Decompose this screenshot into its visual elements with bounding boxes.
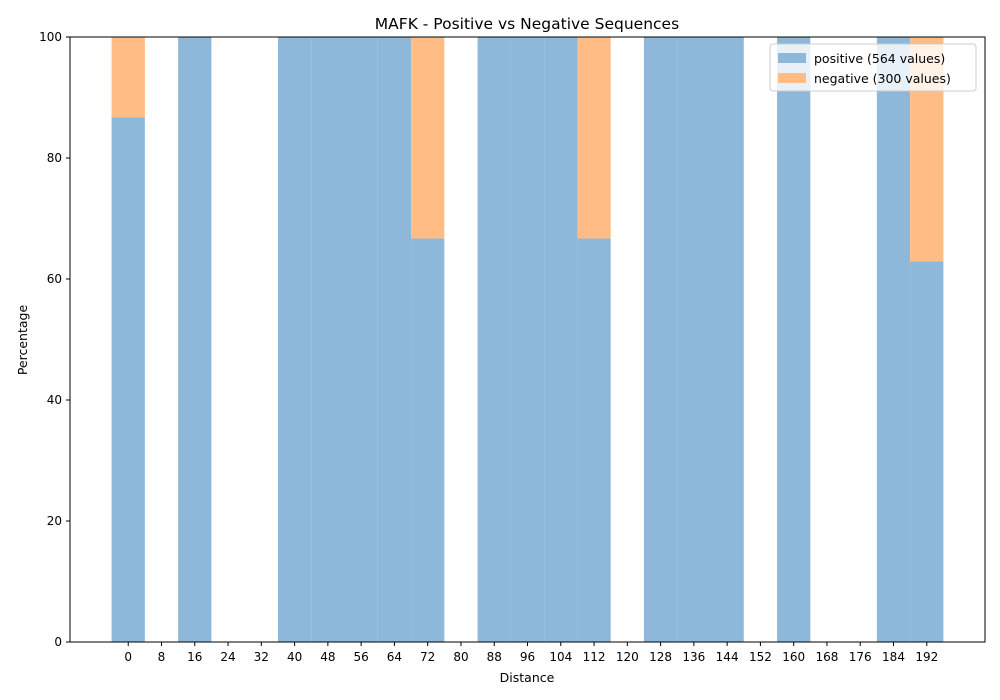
bar-positive-112 (577, 238, 611, 642)
x-tick-label: 128 (649, 650, 672, 664)
x-tick-label: 32 (254, 650, 269, 664)
bar-positive-136 (677, 37, 711, 642)
x-tick-label: 152 (749, 650, 772, 664)
legend-swatch (778, 73, 806, 83)
bar-negative-0 (111, 37, 145, 118)
bars-layer (111, 37, 944, 643)
x-tick-label: 192 (915, 650, 938, 664)
x-tick-label: 104 (549, 650, 572, 664)
y-tick-label: 40 (47, 393, 62, 407)
x-tick-label: 168 (816, 650, 839, 664)
x-tick-label: 8 (158, 650, 166, 664)
x-tick-label: 88 (487, 650, 502, 664)
x-tick-label: 184 (882, 650, 905, 664)
x-axis-label: Distance (500, 670, 555, 685)
bar-positive-128 (643, 37, 678, 642)
bar-positive-96 (510, 37, 545, 642)
bar-negative-72 (411, 37, 445, 239)
chart-title: MAFK - Positive vs Negative Sequences (375, 15, 679, 33)
bar-positive-40 (277, 37, 312, 642)
x-tick-label: 0 (124, 650, 132, 664)
bar-positive-88 (477, 37, 511, 642)
legend-entry: positive (564 values) (814, 51, 945, 66)
bar-positive-64 (377, 37, 412, 642)
x-tick-label: 40 (287, 650, 302, 664)
bar-positive-192 (910, 261, 944, 642)
y-axis-label: Percentage (15, 305, 30, 376)
legend: positive (564 values) negative (300 value… (769, 43, 977, 92)
x-tick-label: 56 (353, 650, 368, 664)
bar-positive-104 (544, 37, 578, 642)
axes-layer: 0 8 16 24 32 40 48 56 64 72 80 88 96 104 112 120 128 136 1… (39, 30, 986, 664)
x-tick-label: 144 (716, 650, 739, 664)
bar-positive-144 (710, 37, 744, 642)
bar-positive-56 (344, 37, 378, 642)
x-tick-label: 120 (616, 650, 639, 664)
x-tick-label: 72 (420, 650, 435, 664)
legend-swatch (778, 53, 806, 63)
x-tick-label: 64 (387, 650, 402, 664)
x-tick-label: 96 (520, 650, 535, 664)
y-tick-label: 60 (47, 272, 62, 286)
bar-positive-0 (111, 117, 145, 643)
x-tick-label: 176 (849, 650, 872, 664)
x-tick-label: 160 (782, 650, 805, 664)
bar-positive-184 (876, 37, 911, 642)
x-tick-label: 16 (187, 650, 202, 664)
bar-positive-16 (178, 37, 212, 642)
y-tick-label: 100 (39, 30, 62, 44)
y-tick-label: 80 (47, 151, 62, 165)
bar-positive-48 (311, 37, 345, 642)
bar-negative-112 (577, 37, 611, 239)
x-tick-label: 80 (453, 650, 468, 664)
legend-box (769, 43, 977, 92)
x-tick-label: 112 (583, 650, 606, 664)
x-tick-label: 136 (682, 650, 705, 664)
legend-entry: negative (300 values) (814, 71, 951, 86)
bar-positive-72 (411, 238, 445, 642)
bar-positive-160 (777, 37, 811, 642)
y-tick-label: 0 (54, 635, 62, 649)
x-tick-label: 48 (320, 650, 335, 664)
x-tick-label: 24 (220, 650, 235, 664)
y-tick-label: 20 (47, 514, 62, 528)
